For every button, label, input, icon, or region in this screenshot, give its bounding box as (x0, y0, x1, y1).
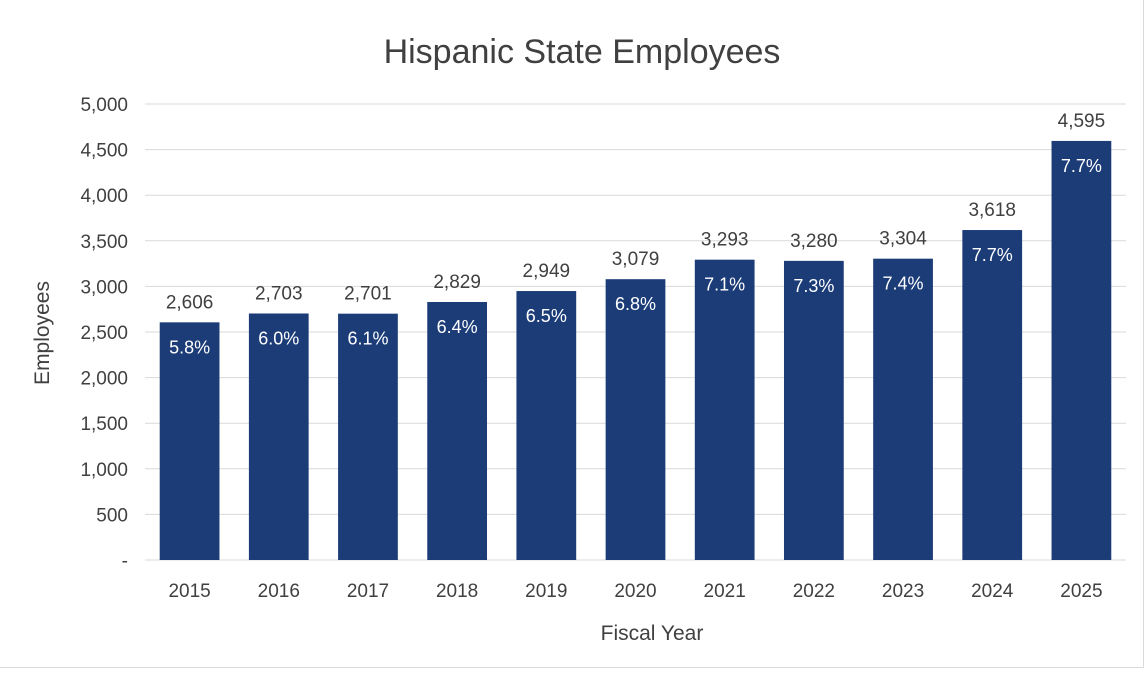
value-label: 3,079 (612, 249, 660, 270)
bar (962, 230, 1023, 561)
bar (694, 259, 755, 560)
value-label: 2,703 (255, 283, 303, 304)
bar (338, 313, 398, 560)
y-tick-label: 500 (96, 505, 128, 526)
x-axis-label: Fiscal Year (601, 622, 704, 645)
bar (248, 313, 309, 560)
value-label: 2,829 (433, 272, 481, 293)
x-tick-label: 2020 (614, 581, 656, 602)
y-tick-label: 3,000 (80, 277, 128, 298)
y-tick-label: 4,000 (80, 186, 128, 207)
x-tick-label: 2018 (436, 581, 478, 602)
percent-label: 7.7% (1061, 156, 1102, 176)
x-tick-label: 2021 (704, 581, 746, 602)
bar (783, 260, 844, 560)
value-label: 4,595 (1058, 111, 1106, 132)
x-tick-label: 2024 (971, 581, 1014, 602)
data-labels: 2,606 5.8% 2,703 6.0% 2,701 6.1% 2,829 6.4% 2,94… (166, 111, 1105, 357)
bar (427, 301, 488, 560)
value-label: 2,949 (523, 261, 571, 282)
percent-label: 6.8% (615, 294, 656, 314)
value-label: 3,618 (968, 200, 1016, 221)
percent-label: 6.1% (347, 329, 388, 349)
bar (873, 258, 933, 560)
x-tick-label: 2023 (882, 581, 924, 602)
y-tick-label: 2,000 (80, 369, 128, 390)
x-tick-label: 2017 (347, 581, 389, 602)
percent-label: 7.1% (704, 275, 745, 295)
percent-label: 7.3% (793, 276, 834, 296)
value-label: 3,293 (701, 230, 749, 251)
percent-label: 6.4% (437, 317, 478, 337)
bar (605, 279, 666, 560)
bars (159, 140, 1112, 561)
percent-label: 6.5% (526, 306, 567, 326)
chart-title: Hispanic State Employees (384, 33, 781, 71)
y-axis-label: Employees (31, 281, 54, 385)
x-tick-label: 2025 (1060, 581, 1102, 602)
y-tick-label: 2,500 (80, 323, 128, 344)
y-tick-label: 1,500 (80, 414, 128, 435)
y-tick-label: - (122, 551, 128, 572)
bar (516, 291, 577, 560)
percent-label: 7.4% (883, 274, 924, 294)
percent-label: 7.7% (972, 245, 1013, 265)
percent-label: 6.0% (258, 328, 299, 348)
y-tick-label: 1,000 (80, 460, 128, 481)
bar (1051, 140, 1112, 560)
bar (159, 322, 220, 560)
x-tick-label: 2015 (168, 581, 210, 602)
y-tick-label: 4,500 (80, 141, 128, 162)
value-label: 2,701 (344, 284, 392, 305)
percent-label: 5.8% (169, 337, 210, 357)
x-tick-label: 2016 (258, 581, 300, 602)
x-tick-label: 2022 (793, 581, 835, 602)
y-tick-label: 5,000 (80, 95, 128, 116)
y-axis-ticks: - 500 1,000 1,500 2,000 2,500 3,000 3,500 4,000 4… (80, 95, 128, 572)
value-label: 3,280 (790, 231, 838, 252)
x-axis-ticks: 2015 2016 2017 2018 2019 2020 2021 2022 2023 2024… (168, 581, 1102, 602)
x-tick-label: 2019 (525, 581, 567, 602)
y-tick-label: 3,500 (80, 232, 128, 253)
value-label: 2,606 (166, 292, 214, 313)
value-label: 3,304 (879, 229, 927, 250)
